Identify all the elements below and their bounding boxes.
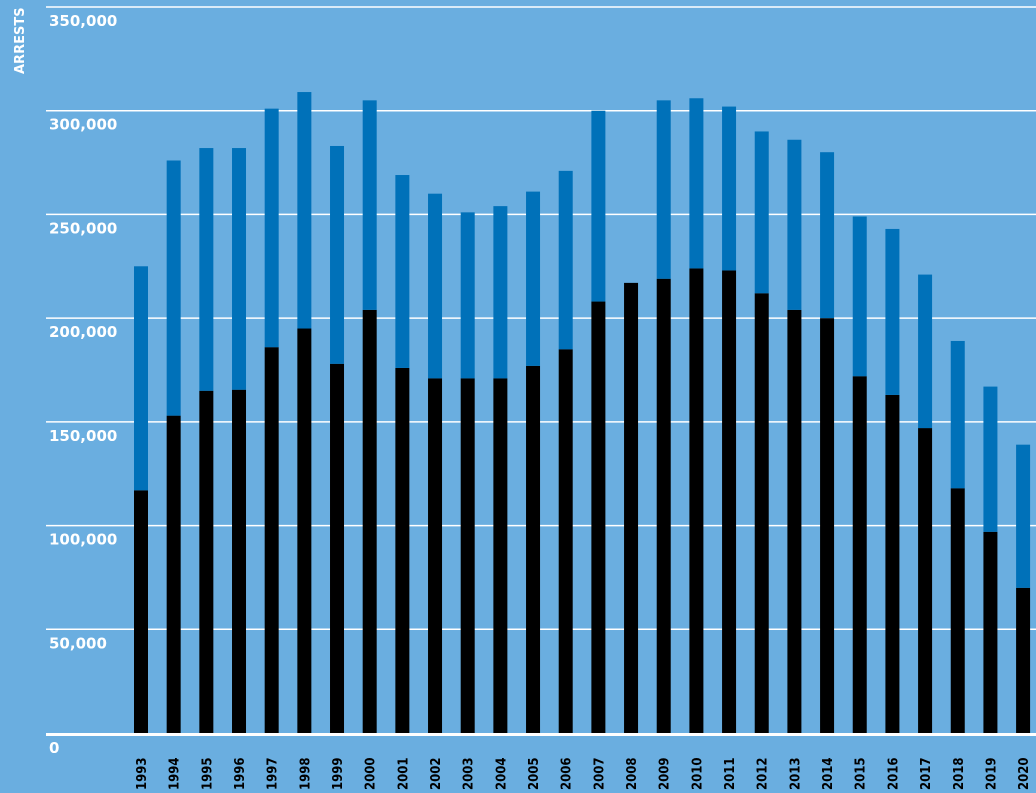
bar-segment-upper <box>428 193 443 379</box>
bar-segment-upper <box>134 266 148 491</box>
bar-segment-lower <box>950 488 965 733</box>
bar-segment-lower <box>460 378 475 733</box>
y-tick-label: 200,000 <box>49 323 117 341</box>
y-tick-label: 100,000 <box>49 531 117 549</box>
x-tick-label: 2014 <box>821 757 836 790</box>
y-tick-label: 350,000 <box>49 12 117 30</box>
bar-segment-lower <box>820 318 835 733</box>
bar-segment-lower <box>526 365 541 733</box>
bars <box>134 92 1031 733</box>
x-tick-label: 1993 <box>135 757 150 790</box>
x-tick-label: 2004 <box>494 757 509 790</box>
bar-segment-upper <box>297 92 312 329</box>
bar-segment-upper <box>754 131 769 294</box>
x-tick-label: 1999 <box>331 757 346 790</box>
x-tick-label: 2000 <box>364 757 379 790</box>
x-tick-label: 1997 <box>266 757 281 790</box>
bar-segment-upper <box>166 160 181 416</box>
bar-segment-lower <box>787 309 802 733</box>
bar-segment-lower <box>428 378 443 733</box>
bar-segment-lower <box>983 531 998 733</box>
bar-segment-lower <box>297 328 312 733</box>
bar-segment-upper <box>885 228 900 395</box>
bar-segment-upper <box>526 191 541 366</box>
x-tick-label: 2002 <box>429 757 444 790</box>
x-tick-label: 2017 <box>919 757 934 790</box>
bar-segment-upper <box>689 98 704 269</box>
bar-segment-upper <box>330 145 345 364</box>
bar-segment-lower <box>395 367 410 733</box>
bar-segment-upper <box>852 216 867 377</box>
bar-segment-upper <box>950 340 965 489</box>
y-tick-label: 150,000 <box>49 427 117 445</box>
bar-segment-lower <box>330 363 345 733</box>
x-tick-label: 2012 <box>756 757 771 790</box>
bar-segment-lower <box>624 282 639 733</box>
bar-segment-upper <box>722 106 737 271</box>
bar-segment-upper <box>983 386 998 532</box>
bar-segment-lower <box>591 301 606 733</box>
bar-segment-upper <box>395 175 410 368</box>
bar-segment-upper <box>918 274 933 429</box>
bar-segment-upper <box>264 108 279 348</box>
bar-segment-lower <box>134 490 148 733</box>
x-tick-label: 2003 <box>462 757 477 790</box>
bar-segment-lower <box>885 394 900 733</box>
x-tick-label: 2013 <box>788 757 803 790</box>
y-tick-label: 0 <box>49 739 59 757</box>
bar-segment-upper <box>232 148 247 390</box>
x-tick-label: 2007 <box>592 757 607 790</box>
x-tick-label: 1998 <box>298 757 313 790</box>
y-tick-label: 50,000 <box>49 634 107 652</box>
bar-segment-lower <box>1016 587 1031 733</box>
x-tick-label: 2006 <box>560 757 575 790</box>
x-tick-label: 2016 <box>886 757 901 790</box>
bar-segment-upper <box>493 206 508 379</box>
bar-segment-lower <box>264 347 279 733</box>
x-tick-label: 2020 <box>1017 757 1032 790</box>
bar-segment-upper <box>1016 444 1031 588</box>
x-tick-label: 1995 <box>200 757 215 790</box>
bar-segment-lower <box>232 389 247 733</box>
x-tick-label: 2019 <box>984 757 999 790</box>
x-tick-label: 2010 <box>690 757 705 790</box>
y-tick-label: 300,000 <box>49 116 117 134</box>
bar-segment-lower <box>362 309 377 733</box>
bar-segment-lower <box>199 390 214 733</box>
x-tick-label: 2011 <box>723 757 738 790</box>
x-tick-label: 1994 <box>168 757 183 790</box>
bar-segment-upper <box>591 110 606 302</box>
x-tick-label: 2005 <box>527 757 542 790</box>
bar-segment-lower <box>722 270 737 733</box>
x-tick-label: 1996 <box>233 757 248 790</box>
bar-segment-lower <box>689 268 704 733</box>
x-tick-label: 2015 <box>854 757 869 790</box>
bar-segment-lower <box>754 293 769 733</box>
bar-segment-lower <box>918 428 933 733</box>
bar-segment-lower <box>493 378 508 733</box>
x-tick-label: 2018 <box>952 757 967 790</box>
bar-segment-upper <box>362 100 377 310</box>
bar-segment-upper <box>460 212 475 379</box>
x-tick-label: 2001 <box>396 757 411 790</box>
y-axis-title: ARRESTS <box>13 7 28 74</box>
bar-segment-lower <box>656 278 671 733</box>
bar-segment-upper <box>820 152 835 319</box>
x-tick-label: 2008 <box>625 757 640 790</box>
bar-segment-upper <box>558 170 573 350</box>
bar-segment-upper <box>656 100 671 279</box>
bar-segment-upper <box>787 139 802 310</box>
bar-segment-lower <box>166 415 181 733</box>
axes: 0 50,000 100,000 150,000 200,000 250,000 300,0… <box>46 12 1036 790</box>
x-tick-label: 2009 <box>658 757 673 790</box>
bar-segment-upper <box>199 148 214 391</box>
bar-segment-lower <box>558 349 573 733</box>
bar-segment-lower <box>852 376 867 733</box>
y-tick-label: 250,000 <box>49 219 117 237</box>
